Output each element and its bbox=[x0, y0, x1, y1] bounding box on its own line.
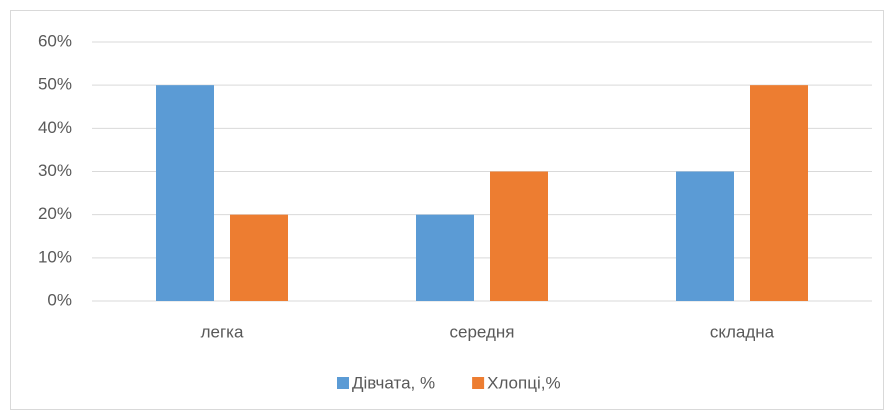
y-tick-label: 10% bbox=[38, 247, 72, 266]
bar bbox=[750, 85, 808, 302]
y-tick-label: 20% bbox=[38, 204, 72, 223]
x-tick-label: легка bbox=[201, 322, 244, 341]
bar bbox=[230, 214, 288, 301]
bar bbox=[416, 214, 474, 301]
y-tick-label: 60% bbox=[38, 31, 72, 50]
legend-label: Хлопці,% bbox=[487, 373, 560, 392]
bar bbox=[676, 171, 734, 301]
x-tick-label: середня bbox=[449, 322, 514, 341]
y-tick-label: 30% bbox=[38, 161, 72, 180]
legend-swatch bbox=[337, 377, 349, 389]
y-tick-label: 0% bbox=[47, 290, 72, 309]
bar bbox=[490, 171, 548, 301]
bar bbox=[156, 85, 214, 302]
legend-label: Дівчата, % bbox=[352, 373, 435, 392]
y-tick-label: 50% bbox=[38, 75, 72, 94]
legend-swatch bbox=[472, 377, 485, 389]
y-tick-label: 40% bbox=[38, 118, 72, 137]
x-tick-label: складна bbox=[710, 322, 775, 341]
